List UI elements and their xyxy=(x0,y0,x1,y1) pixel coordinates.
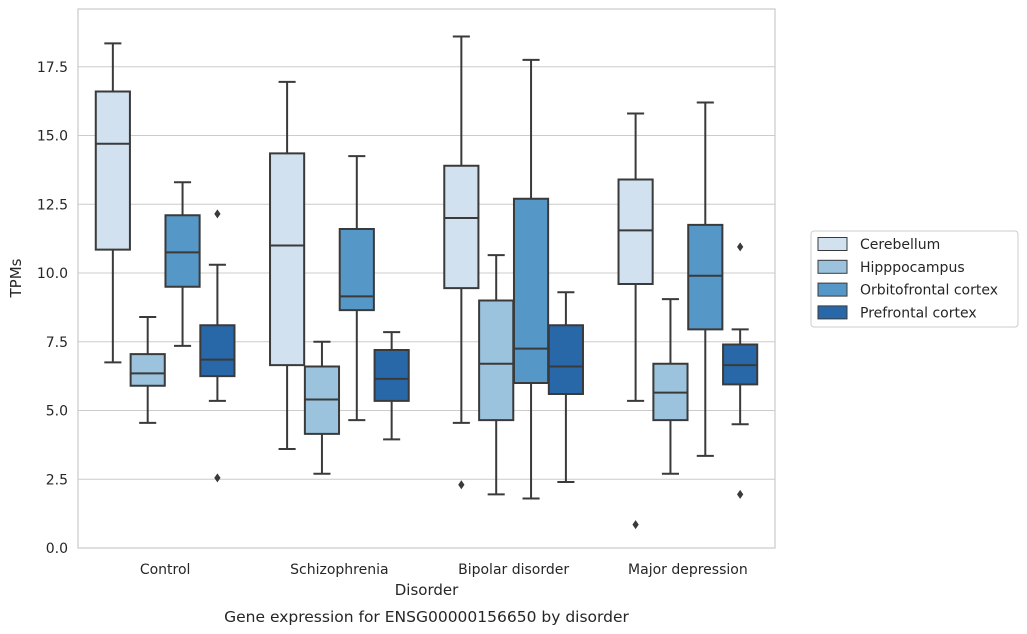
legend-frame xyxy=(810,230,1019,328)
box-hipppocampus xyxy=(652,298,689,475)
box-prefrontal-cortex xyxy=(547,291,584,483)
y-tick-label: 15.0 xyxy=(37,129,68,145)
outlier-point xyxy=(458,480,465,490)
x-tick-label: Major depression xyxy=(628,562,748,578)
box-prefrontal-cortex xyxy=(373,331,410,441)
outlier-point xyxy=(214,209,221,219)
y-axis-label: TPMs xyxy=(7,258,25,298)
legend-swatch xyxy=(817,259,848,274)
x-tick-label: Bipolar disorder xyxy=(458,562,569,578)
box-orbitofrontal-cortex xyxy=(338,155,375,422)
iqr-box xyxy=(164,214,201,288)
iqr-box xyxy=(129,353,166,387)
iqr-box xyxy=(547,324,584,395)
outlier-point xyxy=(737,489,744,499)
y-tick-labels: 0.0 2.5 5.0 7.5 10.0 12.5 15.0 17.5 xyxy=(37,60,68,557)
box-cerebellum xyxy=(617,112,654,530)
iqr-box xyxy=(338,228,375,312)
y-tick-label: 17.5 xyxy=(37,60,68,76)
legend-label: Prefrontal cortex xyxy=(860,305,977,321)
legend-label: Cerebellum xyxy=(860,237,940,253)
plot-area xyxy=(77,8,776,549)
legend-swatch xyxy=(817,305,848,320)
legend-swatch xyxy=(817,237,848,251)
legend: Cerebellum Hipppocampus Orbitofrontal cort… xyxy=(810,230,1019,328)
x-axis-label: Disorder xyxy=(395,581,459,599)
iqr-box xyxy=(687,223,724,331)
iqr-box xyxy=(617,178,654,285)
box-orbitofrontal-cortex xyxy=(687,101,724,457)
iqr-box xyxy=(94,90,131,251)
legend-label: Orbitofrontal cortex xyxy=(860,283,998,299)
y-tick-label: 10.0 xyxy=(37,266,68,282)
iqr-box xyxy=(443,164,480,290)
iqr-box xyxy=(199,324,236,378)
y-tick-label: 12.5 xyxy=(37,197,68,213)
box-prefrontal-cortex xyxy=(199,209,236,483)
box-hipppocampus xyxy=(129,316,166,424)
iqr-box xyxy=(478,299,515,422)
chart-caption: Gene expression for ENSG00000156650 by d… xyxy=(224,608,629,626)
y-tick-label: 2.5 xyxy=(46,472,68,488)
box-cerebellum xyxy=(443,35,480,490)
box-hipppocampus xyxy=(303,340,341,475)
box-cerebellum xyxy=(269,80,306,450)
iqr-box xyxy=(512,197,550,384)
legend-swatch xyxy=(817,282,848,297)
box-cerebellum xyxy=(94,42,131,364)
x-tick-labels: Control Schizophrenia Bipolar disorder Majo… xyxy=(140,562,748,578)
box-prefrontal-cortex xyxy=(722,242,759,499)
y-tick-label: 0.0 xyxy=(46,541,68,557)
box-orbitofrontal-cortex xyxy=(164,181,201,347)
outlier-point xyxy=(214,473,221,483)
iqr-box xyxy=(373,349,410,402)
y-tick-label: 7.5 xyxy=(46,335,68,351)
box-hipppocampus xyxy=(478,254,515,496)
iqr-box xyxy=(269,152,306,367)
x-tick-label: Schizophrenia xyxy=(290,562,388,578)
boxes xyxy=(94,35,759,530)
legend-items: Cerebellum Hipppocampus Orbitofrontal cort… xyxy=(817,237,998,321)
box-orbitofrontal-cortex xyxy=(512,58,550,500)
outlier-point xyxy=(737,242,744,252)
y-tick-label: 5.0 xyxy=(46,404,68,420)
outlier-point xyxy=(632,520,639,530)
x-tick-label: Control xyxy=(140,562,191,578)
legend-label: Hipppocampus xyxy=(860,260,965,276)
